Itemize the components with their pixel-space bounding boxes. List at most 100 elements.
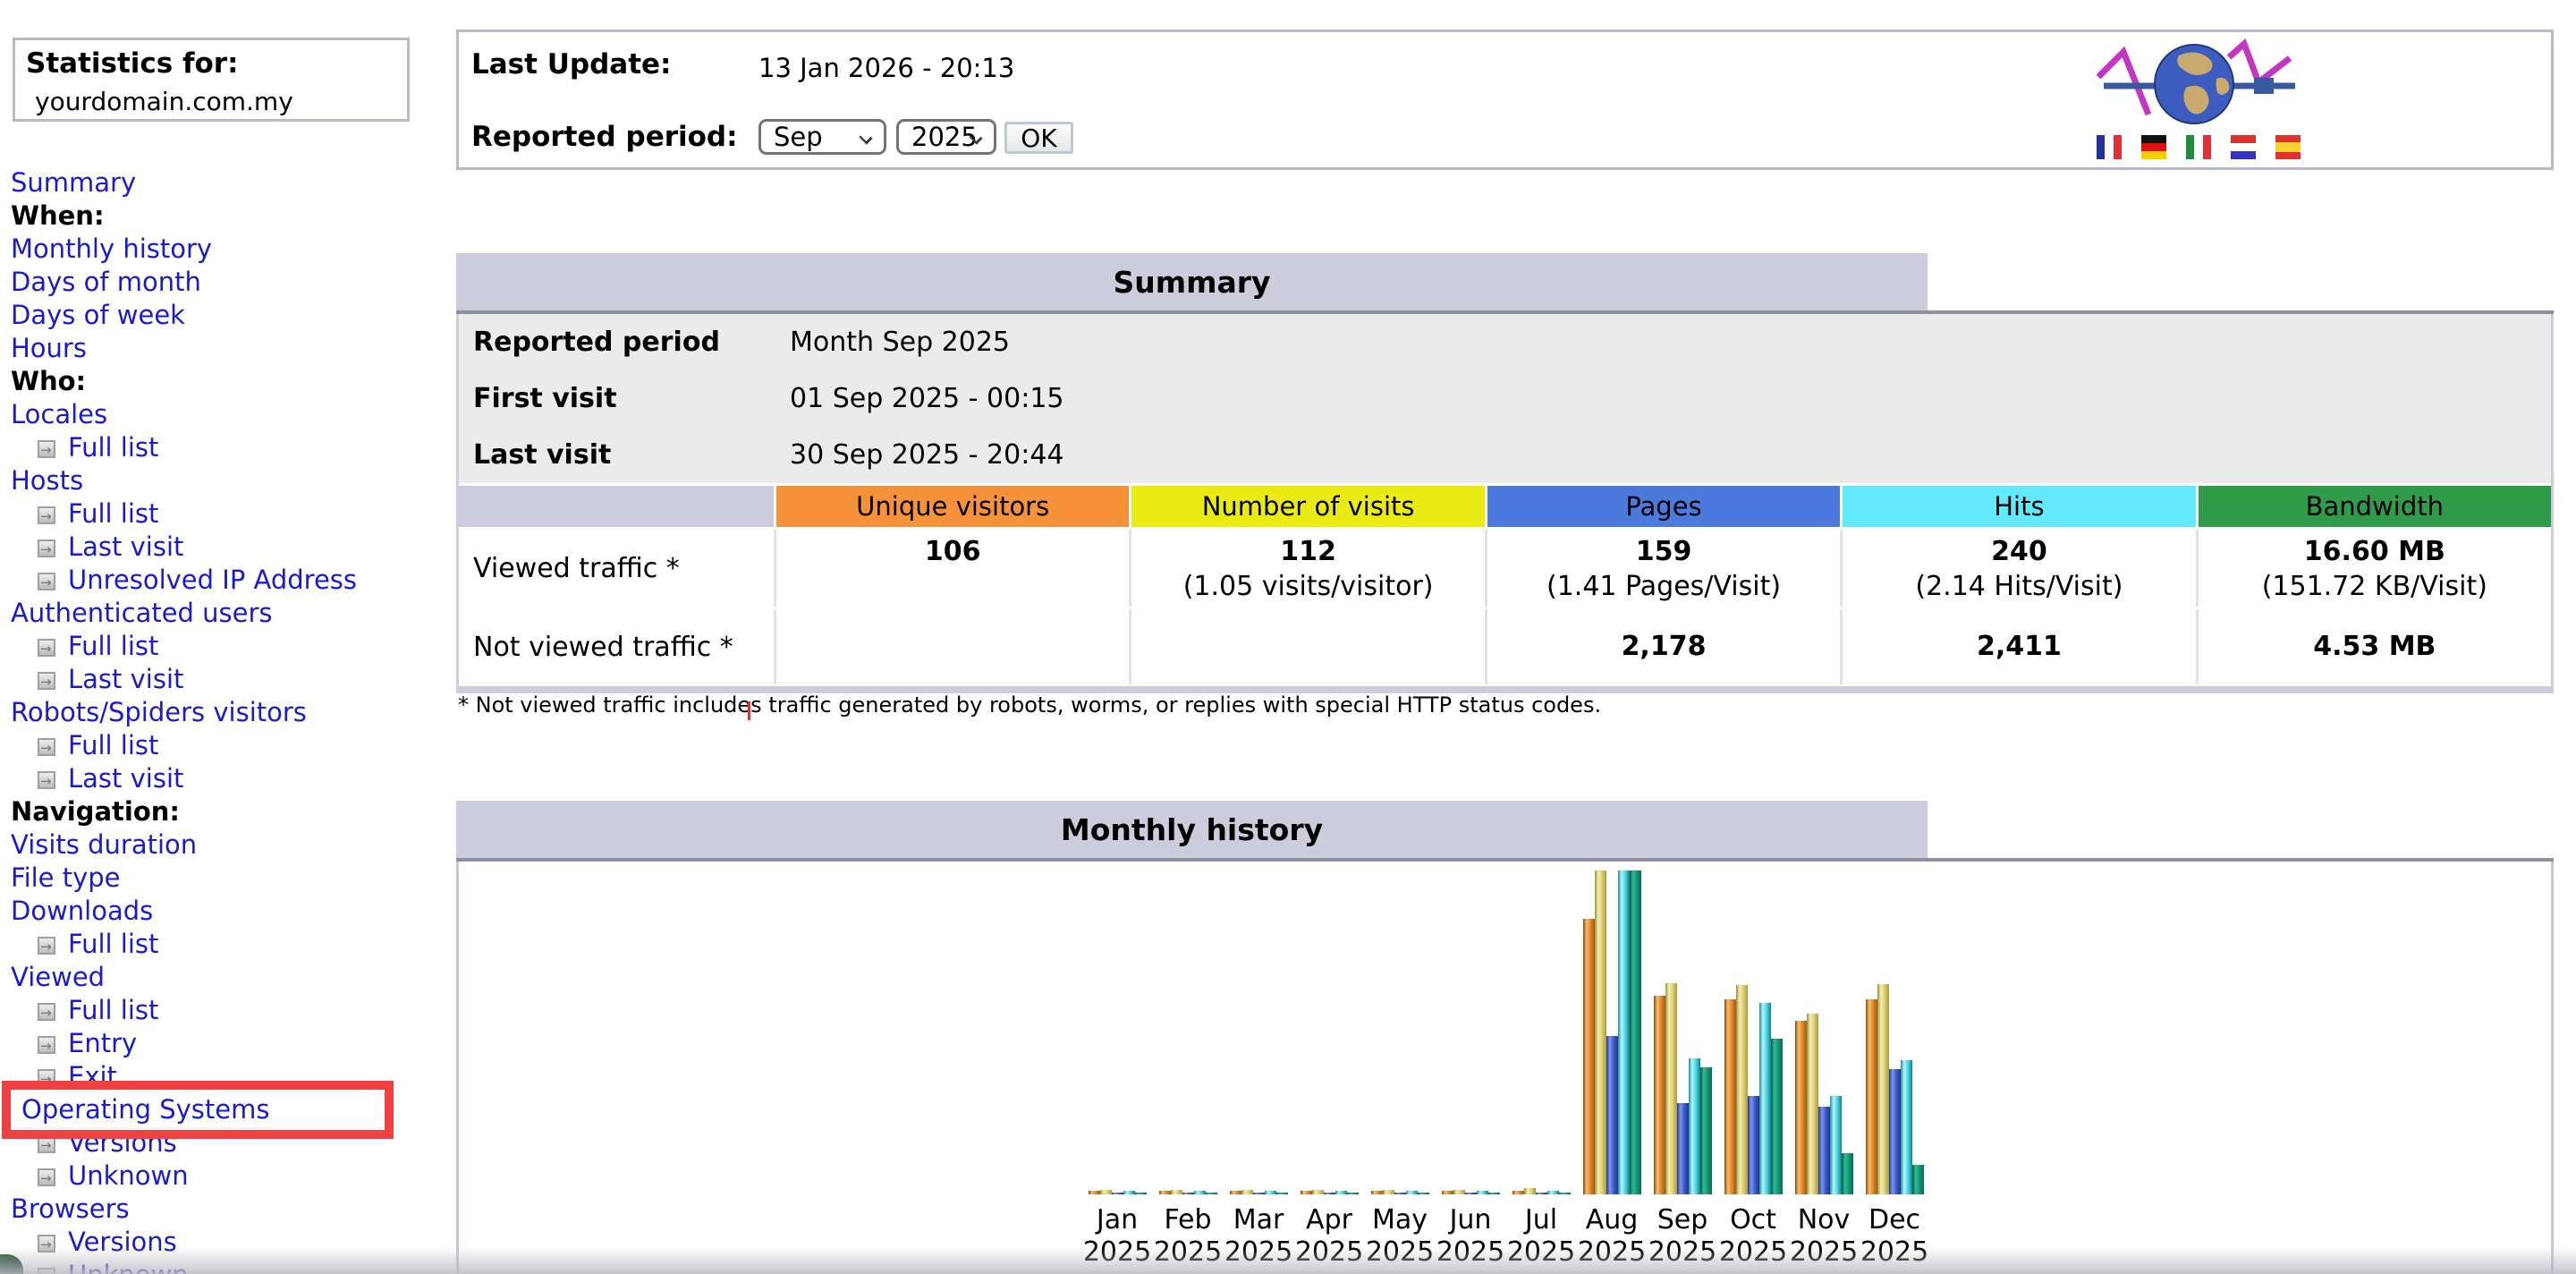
bar-hits-dec-2025 [1901, 1060, 1912, 1194]
bar-bandwidth-nov-2025 [1842, 1153, 1853, 1194]
flag-italy[interactable] [2186, 135, 2211, 159]
bar-hits-jul-2025 [1547, 1191, 1559, 1194]
sidebar-sublink-full-list[interactable]: Full list [68, 630, 158, 663]
summary-section-title: Summary [456, 253, 1928, 310]
bar-pages-aug-2025 [1606, 1036, 1618, 1194]
sidebar-item-hours[interactable]: Hours [11, 332, 449, 365]
bar-unique-visitors-apr-2025 [1301, 1191, 1312, 1194]
sidebar-header-when: When: [11, 200, 449, 233]
sidebar-item-authenticated-users[interactable]: Authenticated users [11, 597, 449, 630]
flag-france[interactable] [2097, 135, 2122, 159]
info-row-value: 01 Sep 2025 - 00:15 [790, 383, 1064, 414]
sidebar-sublink-full-list[interactable]: Full list [68, 431, 158, 464]
awstats-logo-image [2097, 32, 2301, 131]
sidebar-sublink-full-list[interactable]: Full list [68, 497, 158, 531]
monthly-history-chart: Jan2025Feb2025Mar2025Apr2025May2025Jun20… [456, 862, 2554, 1274]
sidebar-sublink-unknown[interactable]: Unknown [68, 1159, 189, 1193]
statistics-for-label: Statistics for: [26, 47, 396, 80]
last-update-value: 13 Jan 2026 - 20:13 [758, 53, 1014, 83]
sidebar-header-navigation: Navigation: [11, 795, 449, 828]
sidebar-sublink-last-visit[interactable]: Last visit [68, 531, 183, 564]
bar-unique-visitors-sep-2025 [1654, 996, 1665, 1194]
bar-number-of-visits-aug-2025 [1595, 871, 1606, 1194]
sidebar-item-operating-systems-highlighted[interactable]: Operating Systems [2, 1081, 394, 1139]
bar-hits-jun-2025 [1477, 1191, 1488, 1194]
sidebar-item-hosts[interactable]: Hosts [11, 464, 449, 497]
sidebar-subitem-full-list: Full list [11, 431, 449, 464]
sidebar-item-days-of-month[interactable]: Days of month [11, 266, 449, 299]
bar-number-of-visits-nov-2025 [1807, 1014, 1818, 1194]
sidebar-sublink-last-visit[interactable]: Last visit [68, 663, 183, 696]
summary-info-row-reported-period: Reported periodMonth Sep 2025 [459, 314, 2551, 370]
sidebar-sublink-versions[interactable]: Versions [68, 1226, 177, 1259]
not-viewed-cell-bandwidth: 4.53 MB [2199, 609, 2551, 684]
sub-item-window-icon [38, 506, 55, 524]
sidebar-sublink-full-list[interactable]: Full list [68, 729, 158, 762]
month-select[interactable]: Sep [758, 119, 886, 155]
x-axis-year-label: 2025 [1836, 1236, 1953, 1268]
sidebar-item-days-of-week[interactable]: Days of week [11, 299, 449, 332]
text-cursor-artifact [748, 701, 750, 720]
cell-main-value: 159 [1636, 534, 1692, 570]
awstats-page: Statistics for: yourdomain.com.my Summar… [0, 0, 2576, 1274]
sidebar-item-locales[interactable]: Locales [11, 398, 449, 431]
sidebar-item-browsers[interactable]: Browsers [11, 1193, 449, 1226]
info-row-value: 30 Sep 2025 - 20:44 [790, 439, 1064, 471]
bar-hits-sep-2025 [1689, 1058, 1700, 1194]
sidebar-item-robots-spiders-visitors[interactable]: Robots/Spiders visitors [11, 696, 449, 729]
bar-unique-visitors-mar-2025 [1230, 1191, 1241, 1194]
language-flags [2097, 135, 2301, 159]
sidebar-subitem-last-visit: Last visit [11, 663, 449, 696]
bar-unique-visitors-oct-2025 [1724, 999, 1736, 1194]
bar-unique-visitors-feb-2025 [1159, 1191, 1171, 1194]
ok-button[interactable]: OK [1004, 122, 1073, 154]
flag-spain[interactable] [2275, 135, 2301, 159]
sidebar-sublink-last-visit[interactable]: Last visit [68, 762, 183, 795]
bar-pages-jun-2025 [1465, 1193, 1477, 1194]
sidebar-subitem-unknown: Unknown [11, 1259, 449, 1274]
x-axis-month-label: Dec [1836, 1204, 1953, 1236]
sidebar-sublink-unknown[interactable]: Unknown [68, 1259, 189, 1274]
column-header-unique-visitors: Unique visitors [776, 486, 1129, 527]
cell-main-value: 16.60 MB [2304, 534, 2445, 570]
sidebar-subitem-full-list: Full list [11, 729, 449, 762]
cell-sub-value: (1.05 visits/visitor) [1183, 570, 1434, 604]
sidebar-item-monthly-history[interactable]: Monthly history [11, 233, 449, 266]
bar-unique-visitors-dec-2025 [1866, 999, 1877, 1194]
not-viewed-cell-number-of-visits [1131, 609, 1484, 684]
summary-header-spacer [459, 486, 774, 527]
bar-unique-visitors-jun-2025 [1442, 1191, 1453, 1194]
bar-pages-feb-2025 [1182, 1193, 1194, 1194]
sub-item-window-icon [38, 573, 55, 590]
sub-item-window-icon [38, 672, 55, 690]
sidebar-item-visits-duration[interactable]: Visits duration [11, 828, 449, 862]
awstats-logo[interactable] [2097, 32, 2311, 163]
bar-hits-may-2025 [1406, 1191, 1418, 1194]
sidebar-subitem-full-list: Full list [11, 630, 449, 663]
sidebar-sublink-full-list[interactable]: Full list [68, 994, 158, 1027]
sub-item-window-icon [38, 738, 55, 756]
cell-sub-value: (2.14 Hits/Visit) [1915, 570, 2123, 604]
flag-netherlands[interactable] [2231, 135, 2256, 159]
sidebar-sublink-full-list[interactable]: Full list [68, 928, 158, 961]
bar-number-of-visits-jun-2025 [1453, 1190, 1465, 1194]
summary-info-row-first-visit: First visit01 Sep 2025 - 00:15 [459, 370, 2551, 427]
sidebar-item-viewed[interactable]: Viewed [11, 961, 449, 994]
sub-item-window-icon [38, 1235, 55, 1253]
bar-hits-apr-2025 [1335, 1191, 1347, 1194]
sub-item-window-icon [38, 1268, 55, 1274]
chevron-down-icon [859, 131, 872, 144]
sidebar-item-file-type[interactable]: File type [11, 862, 449, 895]
sidebar-item-downloads[interactable]: Downloads [11, 895, 449, 928]
viewed-cell-unique-visitors: 106 [776, 530, 1129, 607]
sub-item-window-icon [38, 1036, 55, 1054]
sidebar-sublink-unresolved-ip-address[interactable]: Unresolved IP Address [68, 564, 357, 597]
flag-germany[interactable] [2141, 135, 2166, 159]
sidebar-sublink-entry[interactable]: Entry [68, 1027, 137, 1060]
summary-column-headers: Unique visitorsNumber of visitsPagesHits… [459, 486, 2551, 527]
cell-main-value: 106 [925, 534, 981, 570]
sidebar-item-summary[interactable]: Summary [11, 166, 449, 200]
year-select[interactable]: 2025 [896, 119, 996, 155]
bar-bandwidth-dec-2025 [1912, 1165, 1924, 1194]
reported-period-label: Reported period: [471, 121, 738, 153]
